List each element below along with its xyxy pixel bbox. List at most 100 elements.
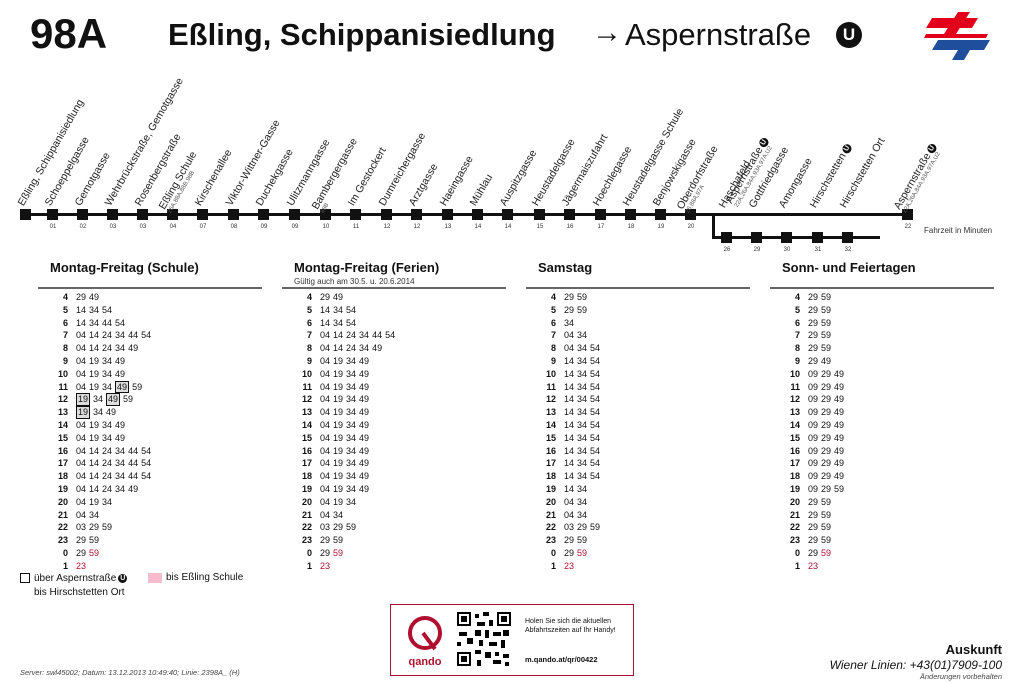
departure-minute: 29 [76,547,87,558]
departure-minute: 49 [359,445,370,456]
departure-minute: 14 [320,317,331,328]
departure-minute: 49 [359,368,370,379]
hour-row: 17 04 14 24 34 44 54 [50,457,154,470]
departure-minute: 34 [577,432,588,443]
departure-minute: 49 [359,419,370,430]
stop-travel-time: 02 [79,224,87,230]
departure-minute: 34 [115,458,126,469]
departure-minute: 34 [115,330,126,341]
hour-label: 21 [301,509,312,520]
hour-row: 11 09 29 49 [782,381,847,394]
departure-minute: 54 [590,432,601,443]
hour-label: 19 [789,483,800,494]
hour-row: 19 14 34 [538,483,603,496]
hour-label: 5 [550,304,556,315]
departure-minute: 54 [115,317,126,328]
branch-stop-marker [751,232,762,243]
hour-label: 20 [57,496,68,507]
hour-row: 18 04 14 24 34 44 54 [50,470,154,483]
departure-minute: 49 [359,458,370,469]
departure-minute: 34 [577,343,588,354]
departure-minute: 14 [564,458,575,469]
hour-row: 9 14 34 54 [538,355,603,368]
departure-minute: 14 [89,458,100,469]
departure-list: 4 29 49 5 14 34 54 6 14 34 54 7 04 14 24 34 44 54 8 04 14 24 3… [294,291,398,573]
hour-label: 22 [57,522,68,533]
departure-minute: 29 [821,471,832,482]
departure-minute: 23 [320,560,331,571]
departure-minute: 34 [115,483,126,494]
stop-travel-time: 14 [474,224,482,230]
stop-travel-time: 11 [352,224,360,230]
qando-promo[interactable]: qando Holen Sie sich die aktuellen Abfah… [390,604,634,676]
departure-minute: 23 [564,560,575,571]
hour-row: 12 19 34 49 59 [50,393,154,407]
hour-row: 22 03 29 59 [538,521,603,534]
hour-row: 16 09 29 49 [782,445,847,458]
hour-label: 16 [789,445,800,456]
departure-minute: 29 [808,496,819,507]
departure-minute: 04 [76,471,87,482]
hour-row: 12 09 29 49 [782,393,847,406]
stop-name: AspernstraßeU 22A,26A,84A,93A,97A,U2 [892,141,945,215]
hour-label: 5 [306,304,312,315]
departure-minute: 04 [76,432,87,443]
departure-minute: 29 [320,292,331,302]
qr-code-icon[interactable] [455,610,513,668]
departure-minute: 54 [141,458,152,469]
branch-travel-time: 26 [723,247,731,253]
hour-row: 5 29 59 [782,304,847,317]
hour-label: 19 [545,483,556,494]
departure-minute: 29 [808,535,819,546]
departure-minute: 49 [359,381,370,392]
stop-name-text: Viktor-Wittner-Gasse [223,117,283,208]
departure-minute: 23 [808,560,819,571]
hour-row: 20 04 34 [538,496,603,509]
departure-minute: 04 [564,330,575,341]
departure-minute: 04 [564,343,575,354]
departure-minute: 34 [346,496,357,507]
hour-label: 9 [794,355,800,366]
departure-minute: 59 [102,522,113,533]
departure-minute: 34 [346,432,357,443]
departure-minute: 19 [333,471,344,482]
stop-travel-time: 12 [413,224,421,230]
stop-marker [595,209,606,220]
departure-minute: 04 [320,509,331,520]
departure-minute: 49 [834,458,845,469]
stop-travel-time: 13 [444,224,452,230]
departure-minute: 44 [128,458,139,469]
hour-label: 0 [62,547,68,558]
hour-label: 4 [794,292,800,302]
hour-label: 13 [789,407,800,418]
hour-label: 23 [57,535,68,546]
hour-row: 15 04 19 34 49 [294,432,398,445]
hour-label: 19 [57,483,68,494]
hour-row: 21 29 59 [782,509,847,522]
departure-minute: 19 [333,496,344,507]
hour-label: 22 [789,522,800,533]
branch-stop-marker [781,232,792,243]
departure-minute: 24 [102,330,113,341]
departure-minute: 09 [808,368,819,379]
hour-row: 23 29 59 [294,534,398,547]
departure-minute: 54 [590,381,601,392]
hour-label: 13 [57,407,68,418]
departure-minute: 29 [564,292,575,302]
hour-label: 1 [306,560,312,571]
hour-label: 11 [546,381,556,392]
hour-row: 15 04 19 34 49 [50,432,154,445]
departure-minute: 54 [141,445,152,456]
legend-box-text: über Aspernstraße U bis Hirschstetten Ort [34,572,128,600]
stop-travel-time: 01 [49,224,57,230]
departure-minute: 34 [102,419,113,430]
departure-minute: 34 [89,317,100,328]
route-arrow: → [592,16,622,49]
hour-row: 11 04 19 34 49 59 [50,380,154,394]
departure-minute: 49 [89,292,100,302]
hour-label: 15 [301,432,312,443]
departure-minute: 04 [320,483,331,494]
hour-label: 19 [301,483,312,494]
qando-url[interactable]: m.qando.at/qr/00422 [525,655,598,664]
qando-brand: qando [409,656,442,668]
